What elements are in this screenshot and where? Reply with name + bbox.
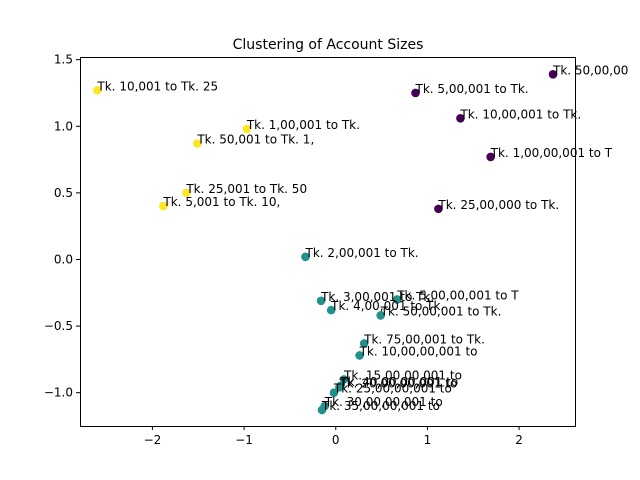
data-point	[93, 86, 102, 95]
point-label: Tk. 50,00,001 to Tk.	[380, 304, 502, 318]
point-label: Tk. 1,00,00,001 to T	[490, 146, 613, 160]
point-label: Tk. 2,00,001 to Tk.	[305, 246, 419, 260]
x-tick-label: 1	[424, 433, 432, 447]
point-label: Tk. 15,00,00,001 to	[343, 368, 462, 382]
data-point	[355, 351, 364, 360]
data-point	[317, 405, 327, 415]
y-tick-label: 0.5	[54, 186, 73, 200]
data-point	[159, 201, 168, 211]
data-point	[456, 113, 465, 123]
x-tick-label: −2	[144, 433, 162, 447]
data-point	[301, 252, 310, 262]
point-label: Tk. 35,00,00,001 to	[321, 399, 440, 413]
point-label: Tk. 5,00,001 to Tk.	[415, 82, 529, 96]
point-label: Tk. 75,00,001 to Tk.	[363, 332, 485, 346]
data-point	[242, 124, 252, 134]
point-labels: Tk. 50,00,00 Tk. 5,00,001 to Tk. Tk. 10,00…	[96, 63, 628, 413]
point-label: Tk. 25,00,000 to Tk.	[437, 198, 559, 212]
data-point	[339, 375, 349, 384]
y-tick-label: −0.5	[44, 319, 73, 333]
point-label: Tk. 5,001 to Tk. 10,	[162, 195, 280, 209]
y-tick-label: −1.0	[44, 386, 73, 400]
point-label: Tk. 20,00,00,001 to	[338, 376, 457, 390]
point-label: Tk. 4,00,001 to Tk.	[330, 299, 444, 313]
data-point	[411, 88, 420, 98]
y-tick-label: 1.0	[54, 119, 73, 133]
point-label: Tk. 30,00,00,001 to	[324, 395, 443, 409]
y-tick-label: 1.5	[54, 53, 73, 67]
data-point	[486, 152, 495, 162]
data-point	[316, 296, 326, 306]
data-point	[392, 295, 402, 304]
data-point	[335, 383, 344, 392]
data-points	[93, 70, 558, 415]
data-point	[326, 305, 336, 315]
data-point	[548, 70, 558, 79]
chart-title: Clustering of Account Sizes	[233, 37, 424, 53]
data-point	[376, 311, 385, 320]
point-label: Tk. 5,00,00,001 to T	[396, 288, 519, 302]
plot-frame	[80, 57, 576, 427]
data-point	[193, 139, 202, 148]
point-label: Tk. 25,00,00,001 to	[333, 382, 452, 396]
data-point	[329, 388, 339, 397]
point-label: Tk. 1,00,001 to Tk.	[246, 118, 360, 132]
y-tick-label: 0.0	[54, 252, 73, 266]
data-point	[434, 204, 443, 214]
point-label: Tk. 3,00,001 to Tk.	[320, 290, 434, 304]
data-point	[359, 339, 369, 348]
point-label: Tk. 10,00,00,001 to	[359, 344, 478, 358]
point-label: Tk. 10,00,001 to Tk.	[459, 107, 581, 121]
point-label: Tk. 25,001 to Tk. 50	[185, 182, 307, 196]
axis-ticks: −2 −1 0 1 2 −1.0 −0.5 0.0 0.5 1.0 1.5	[44, 53, 523, 447]
data-point	[182, 188, 191, 198]
x-tick-label: 2	[515, 433, 523, 447]
point-label: Tk. 10,001 to Tk. 25	[96, 79, 218, 93]
x-tick-label: −1	[235, 433, 253, 447]
point-label: Tk. 50,001 to Tk. 1,	[196, 133, 314, 147]
point-label: Tk. 50,00,00	[552, 63, 628, 77]
x-tick-label: 0	[332, 433, 340, 447]
point-label: Tk. 40,00,00,001 to	[339, 375, 458, 389]
